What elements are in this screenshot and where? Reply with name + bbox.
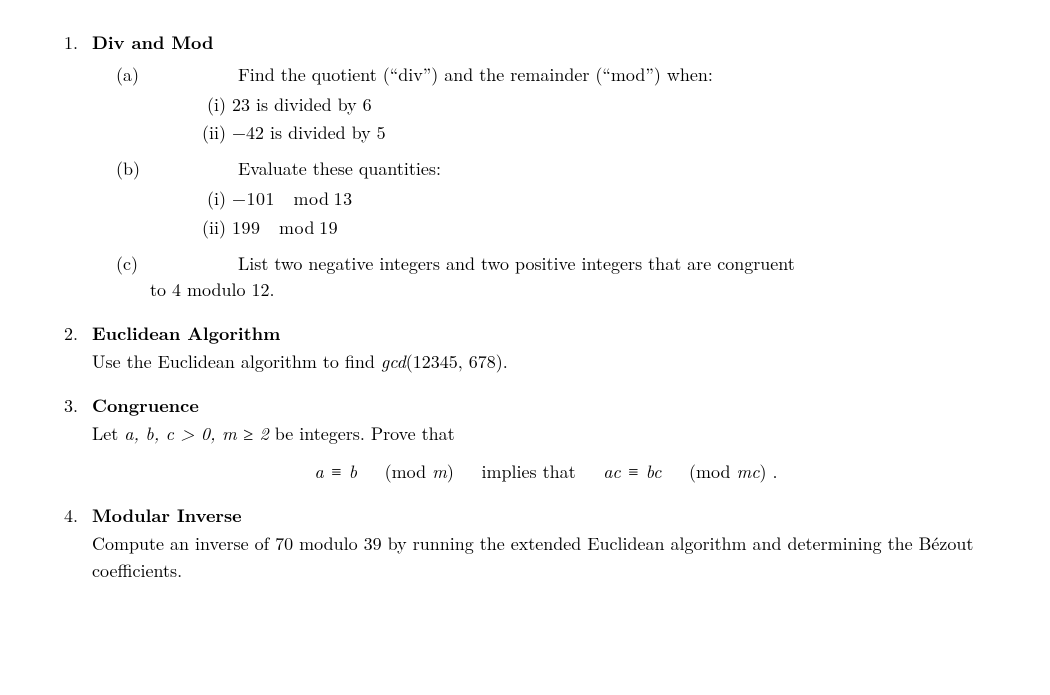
eq-lhs: a ≡ b bbox=[314, 459, 357, 484]
roman-text: 199 mod 19 bbox=[232, 215, 338, 240]
roman-label: (ii) bbox=[196, 215, 226, 241]
desc-post: be integers. Prove that bbox=[269, 421, 455, 446]
part-1b: (b) Evaluate these quantities: (i) −101 … bbox=[116, 156, 1000, 240]
desc-vars: a, b, c > 0, m ≥ 2 bbox=[124, 421, 268, 446]
item-1b-ii: (ii) 199 mod 19 bbox=[196, 215, 1000, 241]
desc-pre: Use the Euclidean algorithm to find bbox=[92, 349, 381, 374]
problem-desc: Let a, b, c > 0, m ≥ 2 be integers. Prov… bbox=[92, 421, 1000, 447]
part-intro: Find the quotient (“div”) and the remain… bbox=[238, 62, 713, 87]
problem-desc: Compute an inverse of 70 modulo 39 by ru… bbox=[92, 531, 1000, 583]
gcd-args: (12345, 678). bbox=[406, 349, 508, 374]
item-1a-ii: (ii) −42 is divided by 5 bbox=[196, 120, 1000, 146]
eq-close2: ) . bbox=[760, 459, 778, 484]
part-1c: (c) List two negative integers and two p… bbox=[116, 251, 1000, 303]
roman-1b: (i) −101 mod 13 (ii) 199 mod 19 bbox=[150, 186, 1000, 240]
part-label: (b) bbox=[116, 156, 140, 182]
problem-3: 3. Congruence Let a, b, c > 0, m ≥ 2 be … bbox=[64, 393, 1000, 485]
part-text-cont: to 4 modulo 12. bbox=[150, 277, 1000, 303]
problem-number: 3. bbox=[64, 393, 78, 419]
desc-pre: Let bbox=[92, 421, 124, 446]
roman-label: (ii) bbox=[196, 120, 226, 146]
roman-label: (i) bbox=[196, 186, 226, 212]
roman-text: −101 mod 13 bbox=[232, 186, 353, 211]
roman-1a: (i) 23 is divided by 6 (ii) −42 is divid… bbox=[150, 92, 1000, 146]
problem-1: 1. Div and Mod (a) Find the quotient (“d… bbox=[64, 30, 1000, 303]
part-intro: Evaluate these quantities: bbox=[238, 156, 441, 181]
eq-mod2: (mod bbox=[689, 459, 737, 484]
part-label: (c) bbox=[116, 251, 138, 277]
roman-text: −42 is divided by 5 bbox=[232, 120, 386, 145]
equation: a ≡ b (mod m) implies that ac ≡ bc (mod … bbox=[92, 459, 1000, 485]
eq-mod1: (mod bbox=[385, 459, 433, 484]
roman-label: (i) bbox=[196, 92, 226, 118]
part-label: (a) bbox=[116, 62, 139, 88]
part-1a: (a) Find the quotient (“div”) and the re… bbox=[116, 62, 1000, 146]
problem-title: Modular Inverse bbox=[92, 503, 242, 528]
problem-2: 2. Euclidean Algorithm Use the Euclidean… bbox=[64, 321, 1000, 375]
problem-number: 2. bbox=[64, 321, 78, 347]
part-text-lead: List two negative integers and two posit… bbox=[238, 251, 795, 276]
problem-title: Div and Mod bbox=[92, 30, 213, 55]
eq-m1: m bbox=[432, 459, 447, 484]
item-1a-i: (i) 23 is divided by 6 bbox=[196, 92, 1000, 118]
problem-title: Euclidean Algorithm bbox=[92, 321, 280, 346]
subparts-1: (a) Find the quotient (“div”) and the re… bbox=[92, 62, 1000, 303]
eq-rhs: ac ≡ bc bbox=[603, 459, 661, 484]
roman-text: 23 is divided by 6 bbox=[232, 92, 372, 117]
problem-title: Congruence bbox=[92, 393, 199, 418]
problem-4: 4. Modular Inverse Compute an inverse of… bbox=[64, 503, 1000, 583]
problem-number: 4. bbox=[64, 503, 78, 529]
eq-m2: mc bbox=[736, 459, 759, 484]
eq-implies: implies that bbox=[481, 459, 575, 484]
problem-desc: Use the Euclidean algorithm to find gcd(… bbox=[92, 349, 1000, 375]
problem-list: 1. Div and Mod (a) Find the quotient (“d… bbox=[50, 30, 1000, 584]
item-1b-i: (i) −101 mod 13 bbox=[196, 186, 1000, 212]
gcd-func: gcd bbox=[381, 349, 406, 374]
eq-close1: ) bbox=[447, 459, 454, 484]
problem-number: 1. bbox=[64, 30, 78, 56]
